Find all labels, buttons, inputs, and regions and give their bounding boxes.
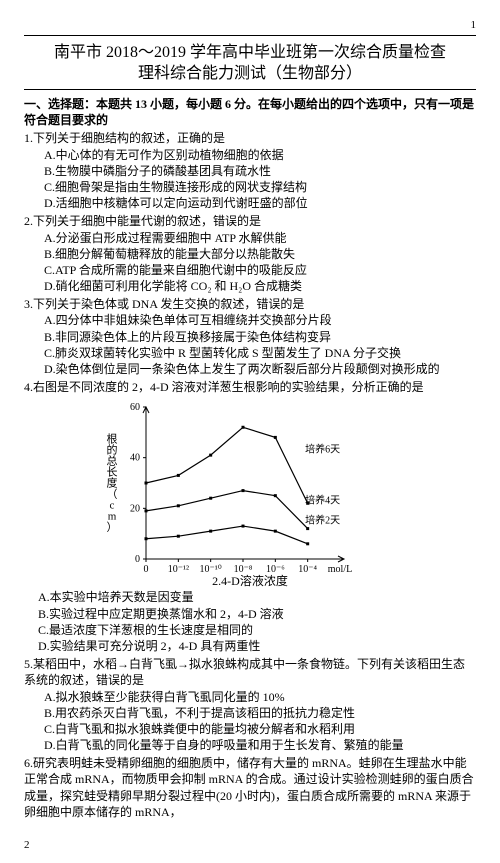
q3-option-a: A.四分体中非姐妹染色单体可互相缠绕并交换部分片段 <box>24 312 476 328</box>
q6-stem: 6.研究表明蛙未受精卵细胞的细胞质中，储存有大量的 mRNA。蛙卵在生理盐水中能… <box>24 755 476 820</box>
svg-text:60: 60 <box>130 402 140 413</box>
svg-text:20: 20 <box>130 504 140 515</box>
q3-option-c: C.肺炎双球菌转化实验中 R 型菌转化成 S 型菌发生了 DNA 分子交换 <box>24 345 476 361</box>
top-rule <box>24 35 476 36</box>
q4-option-b: B.实验过程中应定期更换蒸馏水和 2，4-D 溶液 <box>24 606 476 622</box>
q2-option-b: B.细胞分解葡萄糖释放的能量大部分以热能散失 <box>24 246 476 262</box>
q1-option-c: C.细胞骨架是指由生物膜连接形成的网状支撑结构 <box>24 179 476 195</box>
svg-text:的: 的 <box>107 443 118 457</box>
q2-stem: 2.下列关于细胞中能量代谢的叙述，错误的是 <box>24 213 476 229</box>
q1-option-d: D.活细胞中核糖体可以定向运动到代谢旺盛的部位 <box>24 195 476 211</box>
svg-text:mol/L: mol/L <box>328 564 352 575</box>
q4-option-a: A.本实验中培养天数是因变量 <box>24 589 476 605</box>
q1-stem: 1.下列关于细胞结构的叙述，正确的是 <box>24 130 476 146</box>
q1-option-b: B.生物膜中磷脂分子的磷酸基团具有疏水性 <box>24 163 476 179</box>
svg-text:培养4天: 培养4天 <box>305 494 340 507</box>
svg-text:40: 40 <box>130 453 140 464</box>
q2-option-d: D.硝化细菌可利用化学能将 CO₂ 和 H₂O 合成糖类 <box>24 278 476 294</box>
q2-option-c: C.ATP 合成所需的能量来自细胞代谢中的吸能反应 <box>24 262 476 278</box>
svg-text:培养2天: 培养2天 <box>305 514 340 527</box>
svg-text:10⁻⁴: 10⁻⁴ <box>298 564 317 575</box>
q3-option-b: B.非同源染色体上的片段互换移接属于染色体结构变异 <box>24 329 476 345</box>
q4-option-d: D.实验结果可充分说明 2，4-D 具有两重性 <box>24 638 476 654</box>
q5-option-c: C.白背飞虱和拟水狼蛛粪便中的能量均被分解者和水稻利用 <box>24 721 476 737</box>
q5-option-b: B.用农药杀灭白背飞虱，不利于提高该稻田的抵抗力稳定性 <box>24 705 476 721</box>
section-1-heading: 一、选择题：本题共 13 小题，每小题 6 分。在每小题给出的四个选项中，只有一… <box>24 96 476 128</box>
q4-chart: 0204060010⁻¹²10⁻¹⁰10⁻⁸10⁻⁶10⁻⁴mol/L根的总长度… <box>100 397 400 587</box>
q4-option-c: C.最适浓度下洋葱根的生长速度是相同的 <box>24 622 476 638</box>
page-number-bottom: 2 <box>24 838 476 853</box>
svg-text:）: ） <box>107 521 118 534</box>
q5-option-d: D.白背飞虱的同化量等于自身的呼吸量和用于生长发育、繁殖的能量 <box>24 737 476 753</box>
svg-text:0: 0 <box>135 554 140 565</box>
title-rule <box>24 89 476 90</box>
q5-stem: 5.某稻田中，水稻→白背飞虱→拟水狼蛛构成其中一条食物链。下列有关该稻田生态系统… <box>24 656 476 688</box>
q5-option-a: A.拟水狼蛛至少能获得白背飞虱同化量的 10% <box>24 689 476 705</box>
exam-title-line2: 理科综合能力测试（生物部分） <box>24 63 476 85</box>
q4-stem: 4.右图是不同浓度的 2，4-D 溶液对洋葱生根影响的实验结果，分析正确的是 <box>24 379 476 395</box>
q2-option-a: A.分泌蛋白形成过程需要细胞中 ATP 水解供能 <box>24 230 476 246</box>
q4-chart-svg: 0204060010⁻¹²10⁻¹⁰10⁻⁸10⁻⁶10⁻⁴mol/L根的总长度… <box>100 397 400 587</box>
svg-text:2.4-D溶液浓度: 2.4-D溶液浓度 <box>212 573 288 587</box>
page-number-top: 1 <box>24 18 476 33</box>
q3-option-d: D.染色体倒位是同一条染色体上发生了两次断裂后部分片段颠倒对换形成的 <box>24 361 476 377</box>
exam-title-line1: 南平市 2018～2019 学年高中毕业班第一次综合质量检查 <box>24 42 476 64</box>
q3-stem: 3.下列关于染色体或 DNA 发生交换的叙述，错误的是 <box>24 296 476 312</box>
q1-option-a: A.中心体的有无可作为区别动植物细胞的依据 <box>24 147 476 163</box>
svg-text:10⁻¹²: 10⁻¹² <box>168 564 189 575</box>
svg-text:总: 总 <box>107 454 118 468</box>
svg-text:度: 度 <box>107 476 118 490</box>
svg-text:培养6天: 培养6天 <box>305 443 340 456</box>
svg-text:0: 0 <box>144 564 149 575</box>
svg-text:根: 根 <box>107 432 118 446</box>
